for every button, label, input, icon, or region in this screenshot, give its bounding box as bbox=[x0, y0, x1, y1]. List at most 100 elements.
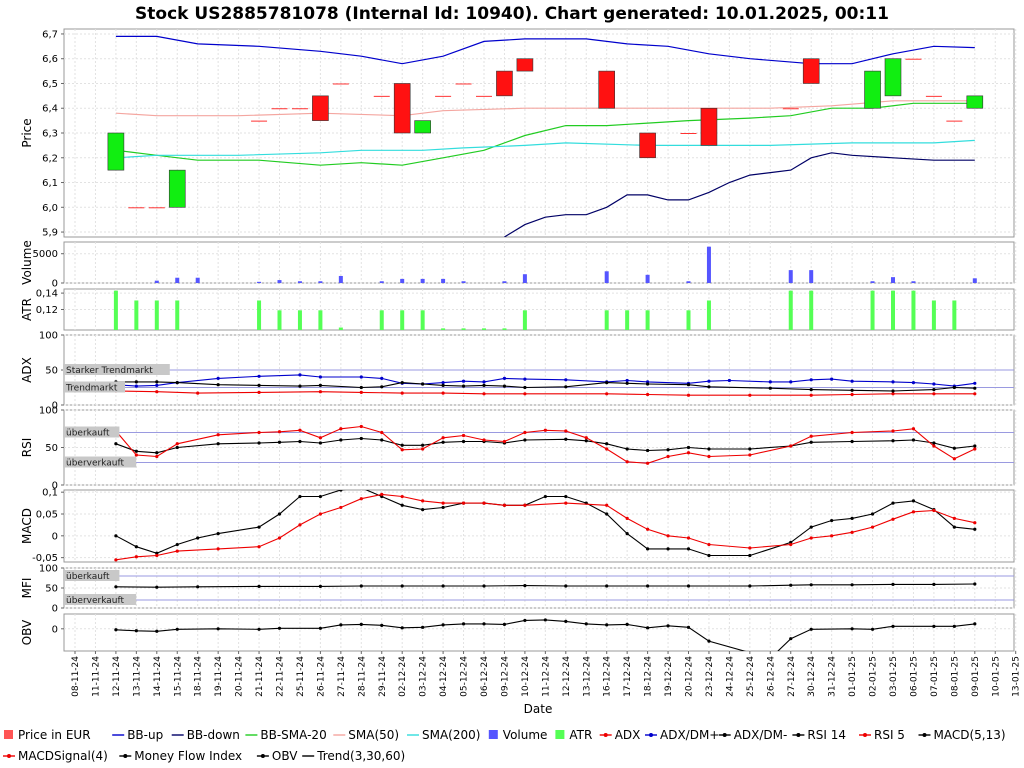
data-point bbox=[850, 439, 854, 444]
legend-label: ATR bbox=[569, 728, 592, 742]
data-point bbox=[809, 378, 813, 382]
data-point bbox=[441, 584, 445, 588]
x-tick-label: 18-11-24 bbox=[194, 656, 204, 697]
legend-label: RSI 14 bbox=[807, 728, 846, 742]
data-point bbox=[421, 443, 425, 447]
data-point bbox=[257, 430, 261, 435]
legend-label: ADX/DM+ bbox=[660, 728, 719, 742]
candle bbox=[700, 107, 718, 146]
data-point bbox=[932, 388, 936, 392]
data-point bbox=[502, 384, 507, 388]
y-tick-label: 50 bbox=[45, 366, 58, 377]
data-point bbox=[502, 622, 507, 626]
legend-swatch bbox=[488, 730, 498, 739]
legend-label: RSI 5 bbox=[874, 728, 905, 742]
data-point bbox=[380, 492, 384, 496]
data-point bbox=[277, 430, 282, 434]
series-line bbox=[115, 381, 975, 392]
data-point bbox=[891, 439, 895, 443]
data-point bbox=[646, 448, 650, 453]
x-tick-label: 26-12-24 bbox=[766, 656, 776, 697]
y-tick-label: 0 bbox=[52, 401, 58, 412]
series-line bbox=[115, 374, 975, 387]
data-point bbox=[359, 584, 363, 588]
data-point bbox=[891, 582, 895, 587]
data-point bbox=[216, 627, 220, 631]
bar bbox=[686, 281, 691, 283]
x-tick-label: 12-12-24 bbox=[562, 656, 572, 697]
data-point bbox=[727, 378, 732, 383]
x-tick-label: 03-01-25 bbox=[889, 656, 899, 697]
data-point bbox=[196, 536, 200, 540]
bar bbox=[645, 274, 650, 283]
series-line bbox=[115, 35, 975, 65]
data-point bbox=[809, 434, 813, 438]
candle bbox=[414, 120, 431, 134]
x-tick-label: 08-01-25 bbox=[950, 656, 960, 697]
series-line bbox=[115, 437, 975, 454]
y-tick-label: 6,7 bbox=[42, 29, 58, 40]
bar bbox=[911, 281, 916, 283]
legend-item: SMA(200) bbox=[407, 728, 480, 742]
legend-item: MACD(5,13) bbox=[918, 728, 1006, 742]
bar bbox=[420, 310, 425, 330]
data-point bbox=[911, 510, 916, 514]
data-point bbox=[973, 622, 977, 626]
data-point bbox=[605, 381, 609, 385]
bar bbox=[502, 281, 507, 283]
data-point bbox=[523, 385, 527, 390]
data-point bbox=[441, 436, 445, 440]
data-point bbox=[461, 501, 466, 505]
data-point bbox=[666, 534, 670, 538]
candle bbox=[291, 108, 308, 110]
candle bbox=[905, 58, 922, 60]
data-point bbox=[277, 440, 282, 444]
candle bbox=[864, 70, 881, 109]
y-tick-label: 50 bbox=[45, 443, 58, 454]
legend-item: Price in EUR bbox=[4, 728, 91, 742]
data-point bbox=[114, 585, 118, 589]
data-point bbox=[646, 527, 650, 531]
data-point bbox=[134, 453, 138, 457]
data-point bbox=[441, 391, 445, 395]
y-axis-label: ATR bbox=[20, 298, 34, 321]
x-tick-label: 07-01-25 bbox=[930, 656, 940, 697]
data-point bbox=[891, 392, 895, 396]
data-point bbox=[360, 486, 363, 489]
data-point bbox=[400, 391, 404, 395]
data-point bbox=[339, 623, 343, 627]
data-point bbox=[380, 438, 384, 442]
rsi-overbought-annotation: überkauft bbox=[66, 429, 110, 439]
data-point bbox=[482, 584, 486, 588]
legend-item: ATR bbox=[555, 728, 592, 742]
bar bbox=[706, 246, 711, 283]
bar bbox=[379, 310, 384, 330]
bar bbox=[891, 290, 895, 330]
data-point bbox=[400, 448, 404, 452]
x-tick-label: 05-12-24 bbox=[460, 656, 470, 697]
y-tick-label: 100 bbox=[39, 406, 58, 417]
series-line bbox=[115, 619, 975, 651]
data-point bbox=[564, 494, 568, 499]
legend-label: Money Flow Index bbox=[134, 749, 242, 763]
legend-item: BB-up bbox=[112, 728, 163, 742]
data-point bbox=[789, 637, 793, 641]
legend-dot bbox=[7, 754, 11, 758]
data-point bbox=[257, 383, 261, 387]
data-point bbox=[318, 494, 322, 499]
data-point bbox=[686, 547, 691, 551]
y-tick-label: 0 bbox=[52, 604, 58, 615]
bar bbox=[379, 281, 384, 283]
bar bbox=[482, 328, 486, 330]
x-tick-label: 28-11-24 bbox=[357, 656, 367, 697]
candle bbox=[128, 207, 145, 209]
pane-frame bbox=[63, 567, 1015, 609]
data-point bbox=[605, 442, 609, 446]
data-point bbox=[318, 512, 322, 516]
pane-adx: 0 50 100 ADX bbox=[20, 331, 1017, 412]
data-point bbox=[298, 373, 302, 377]
data-point bbox=[809, 388, 813, 392]
legend-label: BB-up bbox=[127, 728, 163, 742]
data-point bbox=[523, 584, 527, 588]
